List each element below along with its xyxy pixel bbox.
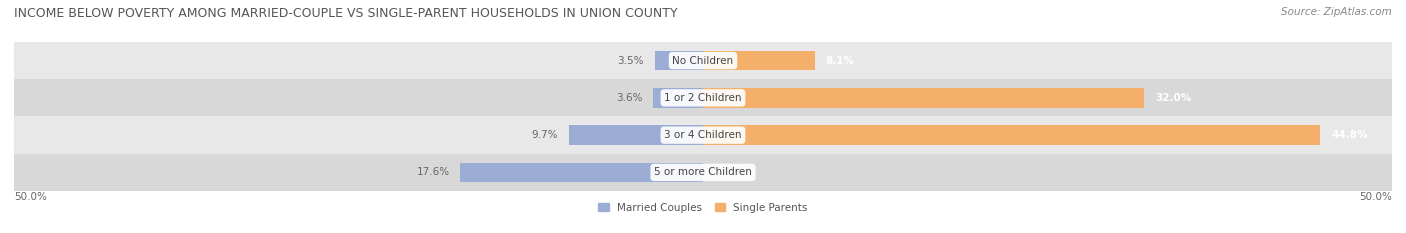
Text: 1 or 2 Children: 1 or 2 Children xyxy=(664,93,742,103)
Bar xyxy=(703,51,814,70)
Text: 5 or more Children: 5 or more Children xyxy=(654,168,752,177)
Bar xyxy=(14,42,1392,79)
Bar xyxy=(654,88,703,108)
Text: 9.7%: 9.7% xyxy=(531,130,558,140)
Bar xyxy=(14,116,1392,154)
Legend: Married Couples, Single Parents: Married Couples, Single Parents xyxy=(599,203,807,213)
Bar xyxy=(703,88,1144,108)
Text: 0.0%: 0.0% xyxy=(714,168,741,177)
Text: 17.6%: 17.6% xyxy=(416,168,450,177)
Text: 44.8%: 44.8% xyxy=(1331,130,1368,140)
Bar xyxy=(569,125,703,145)
Text: Source: ZipAtlas.com: Source: ZipAtlas.com xyxy=(1281,7,1392,17)
Text: 3.5%: 3.5% xyxy=(617,56,644,65)
Bar xyxy=(703,125,1320,145)
Text: 50.0%: 50.0% xyxy=(14,192,46,202)
Text: No Children: No Children xyxy=(672,56,734,65)
Bar xyxy=(14,79,1392,116)
Text: 50.0%: 50.0% xyxy=(1360,192,1392,202)
Text: 32.0%: 32.0% xyxy=(1154,93,1191,103)
Text: 3.6%: 3.6% xyxy=(616,93,643,103)
Bar xyxy=(461,163,703,182)
Text: 8.1%: 8.1% xyxy=(825,56,855,65)
Bar xyxy=(14,154,1392,191)
Text: INCOME BELOW POVERTY AMONG MARRIED-COUPLE VS SINGLE-PARENT HOUSEHOLDS IN UNION C: INCOME BELOW POVERTY AMONG MARRIED-COUPL… xyxy=(14,7,678,20)
Text: 3 or 4 Children: 3 or 4 Children xyxy=(664,130,742,140)
Bar xyxy=(655,51,703,70)
